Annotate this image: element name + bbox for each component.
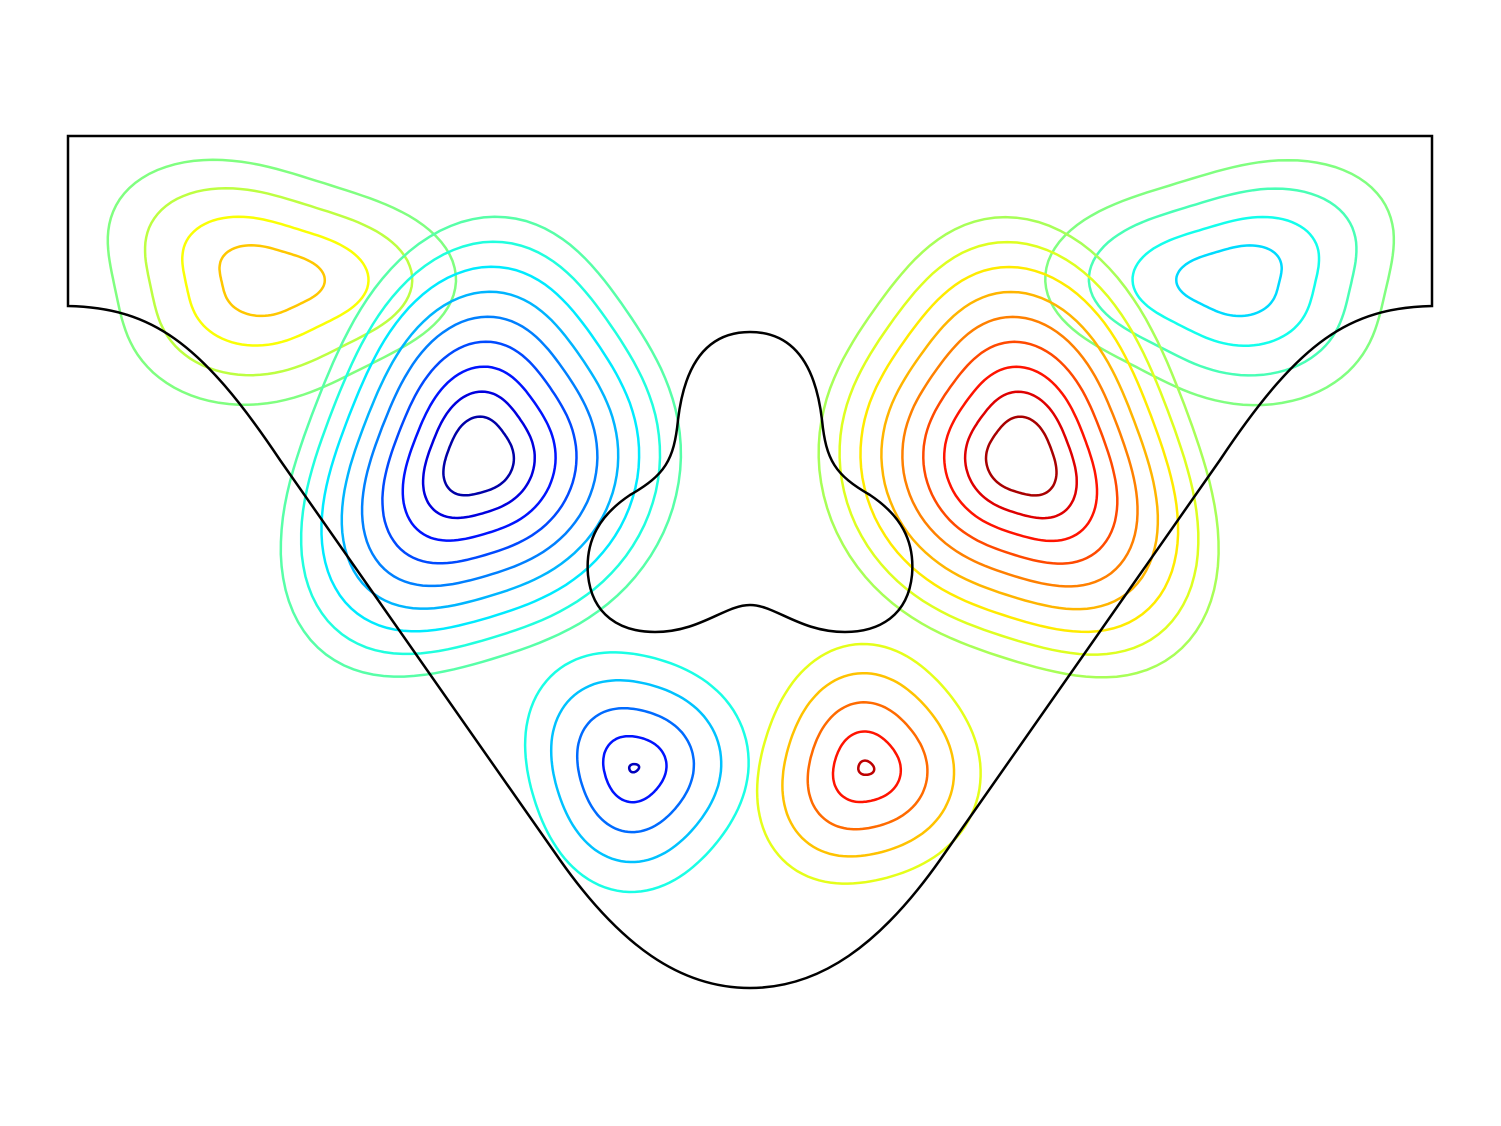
contour-line <box>1044 158 1396 407</box>
contour-line <box>549 679 723 864</box>
contour-line <box>1131 215 1321 347</box>
contour-line <box>984 415 1058 497</box>
contour-line <box>279 215 683 678</box>
inner-obstacle <box>586 330 914 634</box>
contour-line <box>575 706 696 834</box>
contour-line <box>1087 187 1358 377</box>
contour-line <box>922 340 1119 565</box>
contour-line <box>1175 244 1283 318</box>
contour-line <box>106 158 458 407</box>
contour-line <box>381 340 578 565</box>
contour-line <box>360 315 599 588</box>
domain-boundary <box>66 134 1434 990</box>
contour-line <box>817 215 1220 679</box>
contour-line <box>320 265 641 633</box>
contour-line <box>942 365 1099 543</box>
contour-line <box>401 365 557 542</box>
contour-line <box>299 240 662 656</box>
contour-line <box>218 244 327 318</box>
contour-line <box>181 215 370 347</box>
contour-line <box>523 651 750 894</box>
contour-line <box>806 701 929 831</box>
contour-line <box>838 240 1200 656</box>
contour-line <box>831 730 903 804</box>
contour-line <box>442 415 516 497</box>
contour-line <box>880 290 1160 611</box>
contour-line <box>963 390 1078 520</box>
contour-line <box>901 315 1139 588</box>
contour-line <box>859 265 1180 634</box>
contour-line <box>143 187 414 377</box>
contour-line <box>627 762 641 774</box>
contour-line <box>755 642 982 885</box>
contour-line <box>781 671 956 858</box>
contour-line <box>421 390 536 520</box>
contour-line <box>857 759 876 777</box>
contour-line <box>340 290 620 610</box>
contour-lines <box>106 158 1396 894</box>
contour-line <box>601 734 668 804</box>
